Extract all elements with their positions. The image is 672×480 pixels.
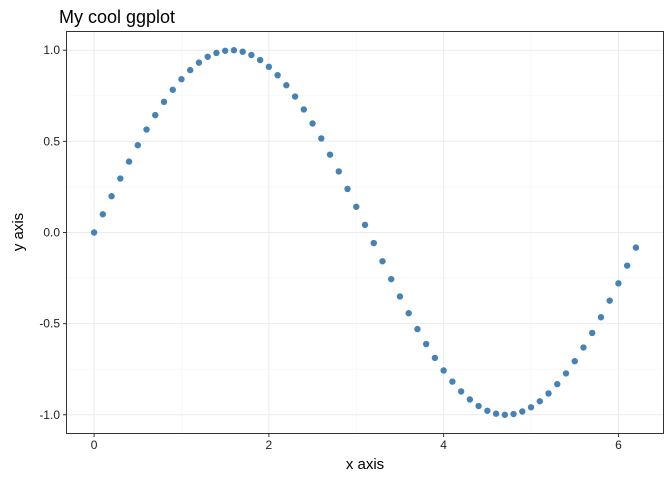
y-tick-label: 0.5 <box>43 134 60 148</box>
data-point <box>108 193 115 200</box>
x-tick-label: 0 <box>91 438 98 452</box>
data-point <box>457 388 465 395</box>
data-point <box>510 410 517 418</box>
data-point <box>134 141 141 149</box>
data-point <box>422 340 430 348</box>
data-point <box>466 396 474 403</box>
data-point <box>90 229 98 236</box>
data-points <box>90 47 640 418</box>
data-point <box>230 47 238 54</box>
data-point <box>117 175 124 182</box>
y-tick-label: -1.0 <box>39 408 60 422</box>
data-point <box>597 314 605 321</box>
data-point <box>274 71 281 79</box>
data-point <box>195 59 203 66</box>
data-point <box>125 158 133 165</box>
data-point <box>431 354 439 362</box>
data-point <box>370 239 377 247</box>
data-point <box>187 66 194 74</box>
data-point <box>632 244 640 251</box>
data-point <box>318 135 325 142</box>
data-point <box>143 126 150 133</box>
data-point <box>99 211 107 218</box>
y-tick-label: -0.5 <box>39 317 60 331</box>
data-point <box>484 407 491 414</box>
data-point <box>344 185 351 193</box>
data-point <box>300 106 308 113</box>
y-axis-title: y axis <box>10 213 27 251</box>
data-point <box>405 310 412 317</box>
data-point <box>388 275 395 283</box>
data-point <box>580 344 587 351</box>
data-point <box>449 378 456 385</box>
data-point <box>492 410 500 417</box>
data-point <box>536 398 543 405</box>
data-point <box>589 329 596 337</box>
data-point <box>239 48 246 55</box>
data-point <box>248 51 255 59</box>
data-point <box>326 151 334 158</box>
data-point <box>178 76 185 83</box>
chart-title: My cool ggplot <box>59 7 175 27</box>
data-point <box>554 380 561 388</box>
x-tick-label: 2 <box>266 438 273 452</box>
data-point <box>545 390 552 397</box>
data-point <box>353 203 360 210</box>
y-tick-label: 1.0 <box>43 43 60 57</box>
data-point <box>204 53 211 60</box>
grid <box>67 32 663 433</box>
data-point <box>221 47 229 54</box>
x-axis-ticks: 0 2 4 6 <box>91 433 622 452</box>
data-point <box>291 93 299 100</box>
data-point <box>169 86 176 93</box>
x-tick-label: 4 <box>440 438 447 452</box>
x-tick-label: 6 <box>615 438 622 452</box>
data-point <box>501 411 509 418</box>
data-point <box>562 370 570 377</box>
data-point <box>152 111 159 119</box>
data-point <box>615 280 622 287</box>
data-point <box>606 297 613 304</box>
data-point <box>283 82 290 89</box>
data-point <box>519 408 526 415</box>
data-point <box>265 63 273 71</box>
data-point <box>379 258 386 265</box>
data-point <box>414 325 421 333</box>
data-point <box>440 367 447 374</box>
data-point <box>361 221 369 229</box>
data-point <box>571 357 578 365</box>
data-point <box>623 262 631 269</box>
y-tick-label: 0.0 <box>43 226 60 240</box>
y-axis-ticks: -1.0 -0.5 0.0 0.5 1.0 <box>39 43 67 422</box>
data-point <box>335 168 342 175</box>
data-point <box>160 98 168 106</box>
data-point <box>256 56 264 64</box>
data-point <box>213 49 220 57</box>
data-point <box>527 404 535 411</box>
x-axis-title: x axis <box>346 456 384 473</box>
data-point <box>309 120 316 127</box>
data-point <box>396 293 404 300</box>
data-point <box>475 402 482 410</box>
